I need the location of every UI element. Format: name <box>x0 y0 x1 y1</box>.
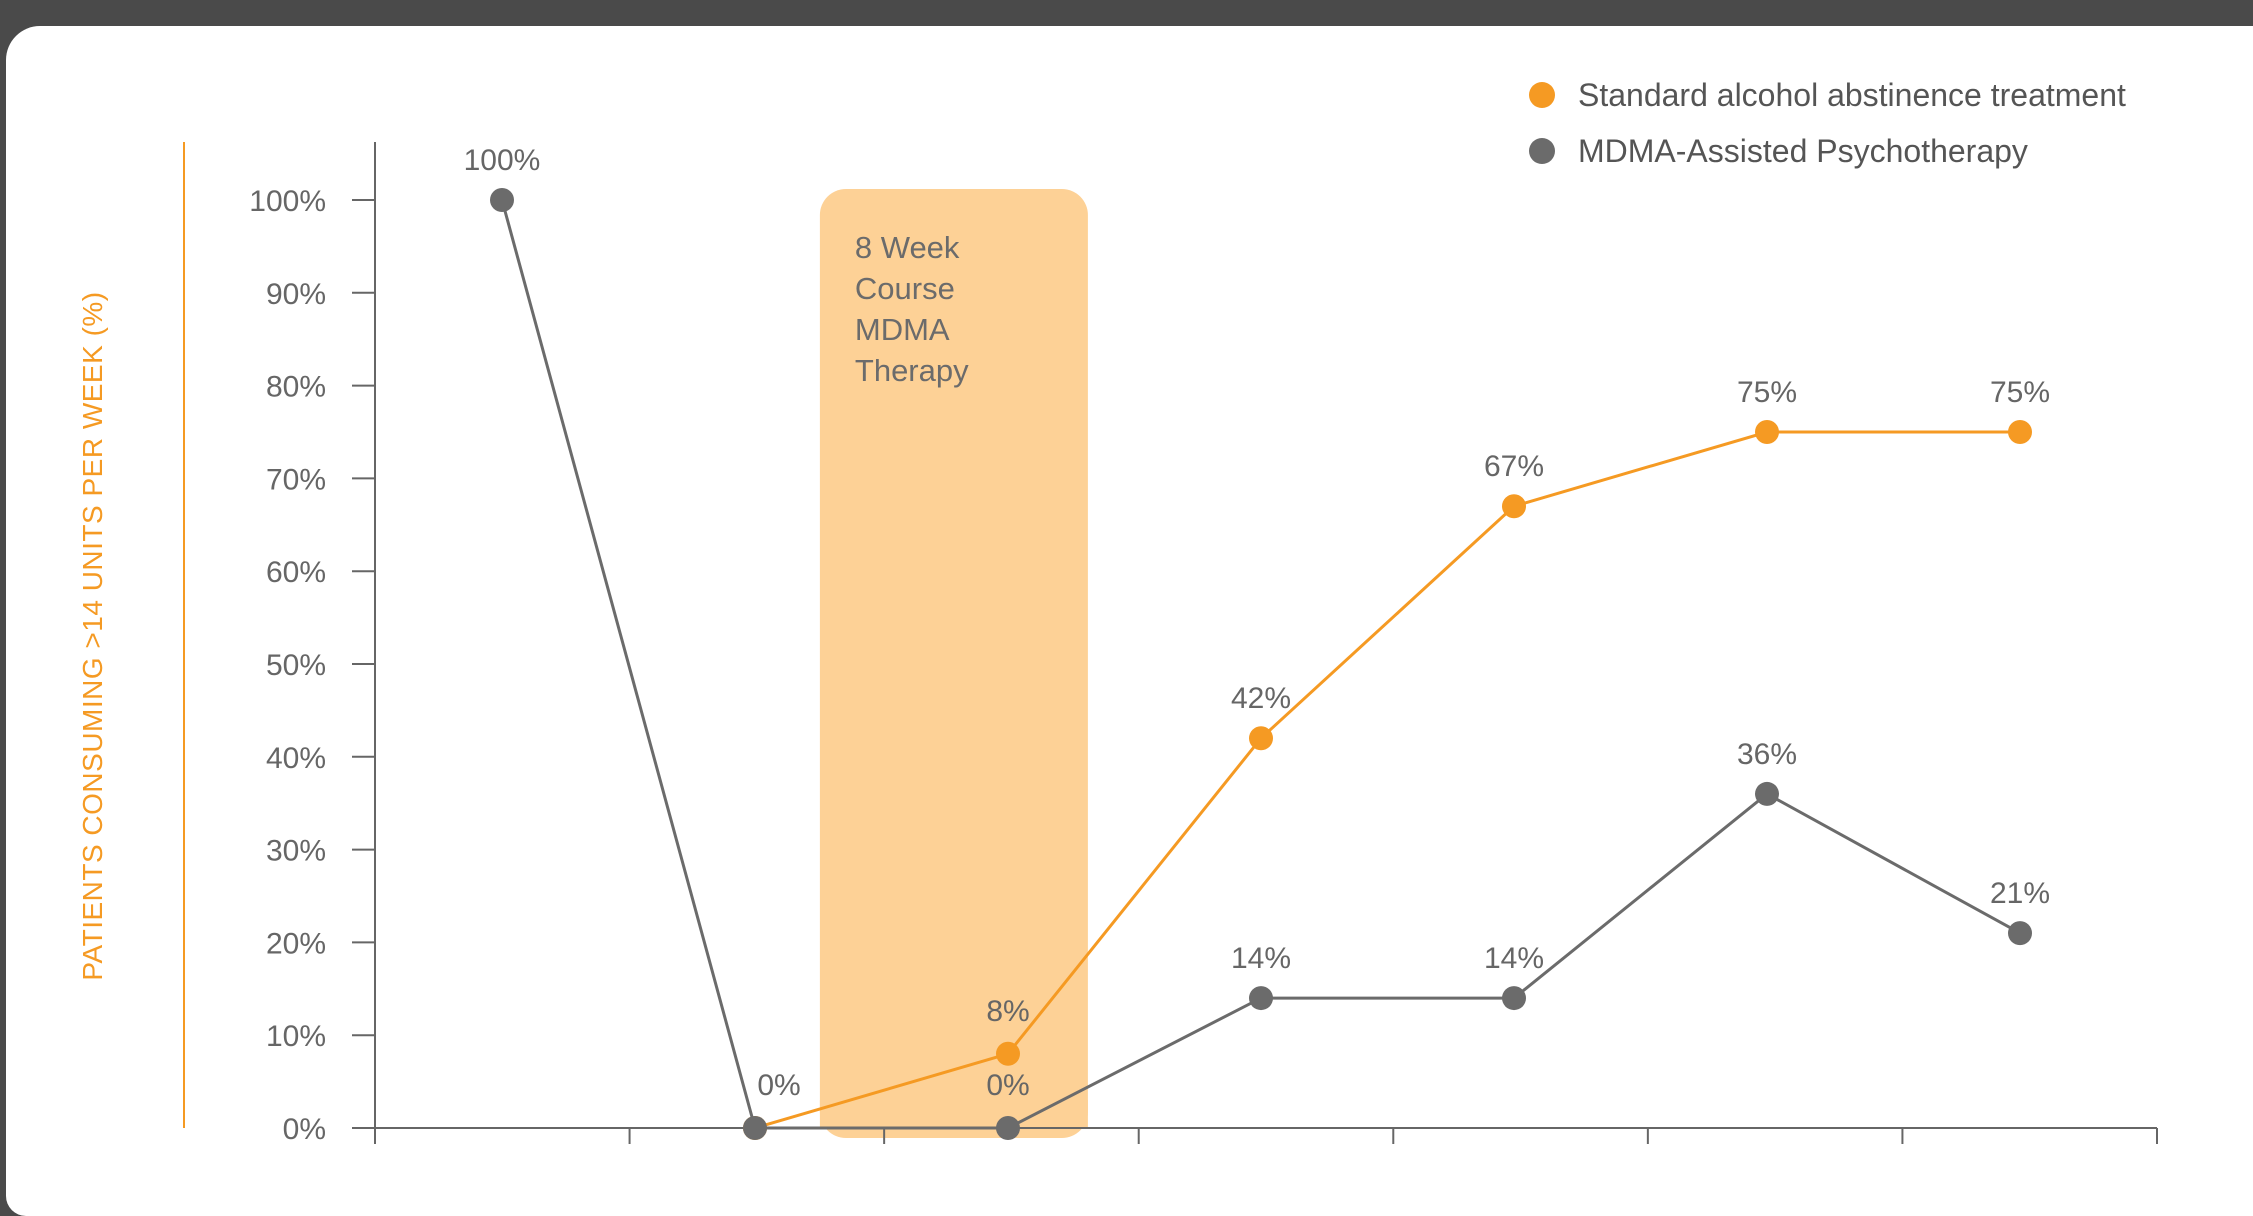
data-label: 14% <box>1484 942 1544 975</box>
y-tick-label: 30% <box>266 835 326 868</box>
legend-label: MDMA-Assisted Psychotherapy <box>1578 133 2028 169</box>
data-point <box>1249 986 1273 1011</box>
data-label: 67% <box>1484 450 1544 483</box>
y-tick-label: 70% <box>266 463 326 496</box>
therapy-band-label-line: MDMA <box>855 312 950 347</box>
data-label: 0% <box>986 1069 1029 1102</box>
legend-marker <box>1529 82 1555 108</box>
data-point <box>1502 986 1526 1011</box>
y-tick-label: 80% <box>266 371 326 404</box>
data-point <box>2008 921 2032 946</box>
therapy-band-label-line: 8 Week <box>855 230 960 265</box>
y-axis-label: PATIENTS CONSUMING >14 UNITS PER WEEK (%… <box>77 291 108 980</box>
series-line <box>754 430 2020 1130</box>
data-point <box>2008 420 2032 444</box>
y-tick-label: 10% <box>266 1020 326 1053</box>
y-tick-label: 100% <box>249 185 326 218</box>
data-point <box>996 1116 1020 1140</box>
series-standard-treatment: 8% 42% 67% 75% 75% <box>743 376 2050 1140</box>
data-label: 21% <box>1990 877 2050 910</box>
data-point <box>1755 781 1779 806</box>
data-point <box>743 1116 767 1140</box>
y-tick-label: 40% <box>266 742 326 775</box>
data-point <box>1755 420 1779 444</box>
therapy-band: 8 Week Course MDMA Therapy <box>819 189 1088 1138</box>
series-layer: 8% 42% 67% 75% 75% 100% 0% 0% 14% 14% 36% 21% <box>464 144 2050 1140</box>
series-mdma-psychotherapy: 100% 0% 0% 14% 14% 36% 21% <box>464 144 2050 1140</box>
legend: Standard alcohol abstinence treatment MDM… <box>1529 77 2126 169</box>
therapy-band-label-line: Therapy <box>855 353 969 388</box>
therapy-band-base <box>819 1100 1088 1128</box>
data-point <box>1249 726 1273 751</box>
legend-label: Standard alcohol abstinence treatment <box>1578 77 2126 113</box>
legend-marker <box>1529 138 1555 164</box>
y-tick-label: 50% <box>266 649 326 682</box>
y-tick-label: 20% <box>266 927 326 960</box>
data-label: 0% <box>757 1069 800 1102</box>
axes: 0% 10% 20% 30% 40% 50% 60% 70% 80% 90% 100% <box>249 142 2158 1146</box>
data-point <box>490 188 514 212</box>
data-label: 36% <box>1737 738 1797 771</box>
y-tick-label: 0% <box>283 1113 326 1146</box>
data-label: 75% <box>1737 376 1797 409</box>
data-point <box>1502 494 1526 519</box>
data-label: 8% <box>986 995 1029 1028</box>
data-label: 42% <box>1231 682 1291 715</box>
data-point <box>996 1041 1020 1066</box>
data-label: 100% <box>464 144 541 177</box>
therapy-band-rect <box>819 189 1088 1138</box>
y-tick-label: 60% <box>266 556 326 589</box>
data-label: 14% <box>1231 942 1291 975</box>
therapy-band-label-line: Course <box>855 271 955 306</box>
data-label: 75% <box>1990 376 2050 409</box>
y-tick-label: 90% <box>266 278 326 311</box>
chart-card <box>6 26 2253 1216</box>
